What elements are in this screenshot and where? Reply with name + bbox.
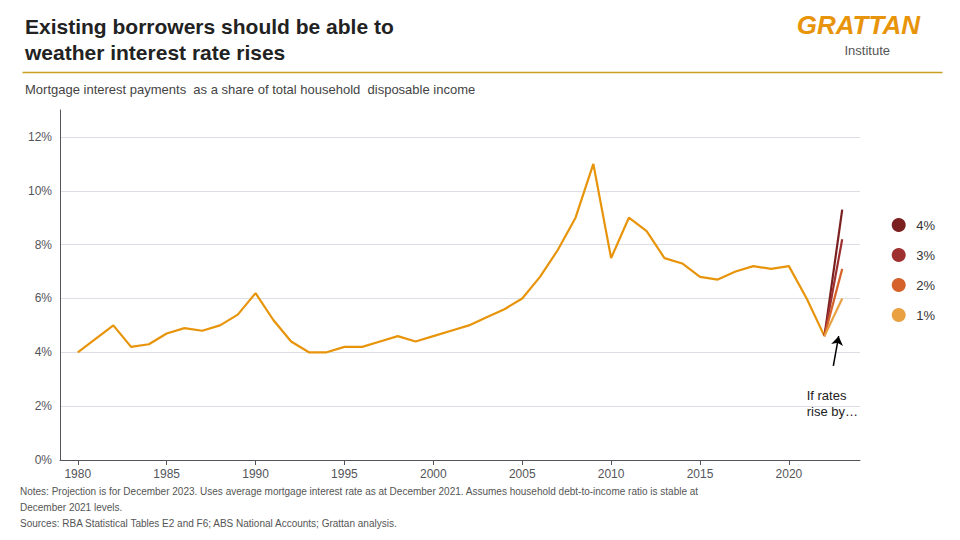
svg-text:0%: 0%	[35, 453, 53, 467]
svg-text:Mortgage interest payments as: Mortgage interest payments as a share of…	[25, 82, 475, 97]
svg-text:2010: 2010	[598, 467, 625, 481]
svg-text:Institute: Institute	[844, 43, 890, 58]
svg-text:Notes: Projection is for Decem: Notes: Projection is for December 2023. …	[20, 486, 698, 497]
svg-text:December 2021 levels.: December 2021 levels.	[20, 502, 122, 513]
svg-text:rise by…: rise by…	[806, 403, 858, 419]
svg-text:1995: 1995	[331, 467, 358, 481]
svg-text:10%: 10%	[28, 184, 52, 198]
svg-text:8%: 8%	[35, 238, 53, 252]
svg-text:1985: 1985	[153, 467, 180, 481]
svg-text:1%: 1%	[916, 308, 935, 323]
svg-text:Sources: RBA Statistical Table: Sources: RBA Statistical Tables E2 and F…	[20, 518, 397, 529]
svg-text:1990: 1990	[242, 467, 269, 481]
svg-text:4%: 4%	[916, 218, 935, 233]
svg-text:4%: 4%	[35, 345, 53, 359]
svg-text:weather interest rate rises: weather interest rate rises	[24, 41, 285, 64]
svg-text:3%: 3%	[916, 248, 935, 263]
svg-text:12%: 12%	[28, 130, 52, 144]
svg-text:2000: 2000	[420, 467, 447, 481]
svg-text:2020: 2020	[776, 467, 803, 481]
svg-text:Existing borrowers should be a: Existing borrowers should be able to	[25, 15, 394, 38]
svg-text:2%: 2%	[35, 399, 53, 413]
svg-text:6%: 6%	[35, 291, 53, 305]
svg-text:2%: 2%	[916, 278, 935, 293]
svg-text:2015: 2015	[687, 467, 714, 481]
svg-text:GRATTAN: GRATTAN	[797, 10, 921, 40]
svg-text:If rates: If rates	[807, 388, 847, 403]
svg-text:1980: 1980	[64, 467, 91, 481]
svg-text:2005: 2005	[509, 467, 536, 481]
